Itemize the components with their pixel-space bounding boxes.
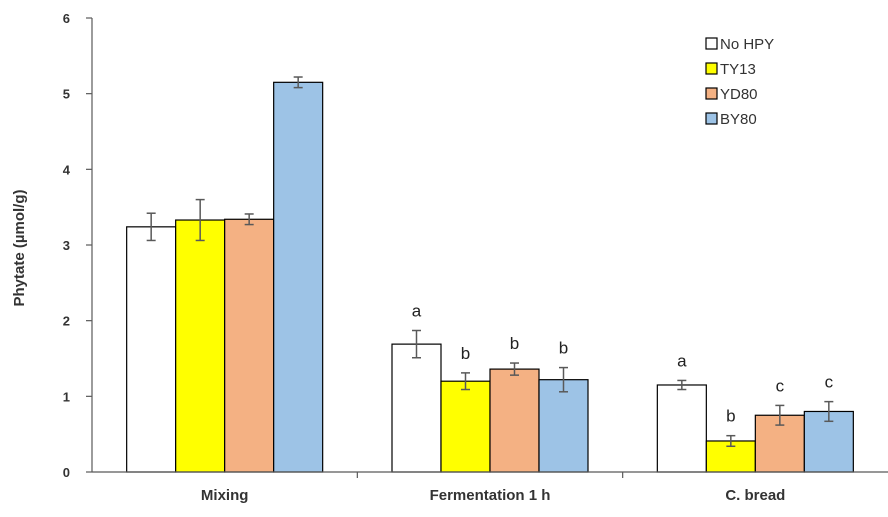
bar-no-hpy-3 [657, 385, 706, 472]
legend-swatch-yd80 [706, 88, 717, 99]
significance-label: b [461, 344, 470, 363]
significance-label: b [559, 339, 568, 358]
significance-label: b [510, 334, 519, 353]
bar-no-hpy-1 [127, 227, 176, 472]
significance-label: c [825, 373, 834, 392]
significance-label: a [677, 351, 687, 370]
y-tick-label: 3 [63, 238, 70, 253]
bar-ty13-1 [176, 220, 225, 472]
y-tick-label: 5 [63, 87, 70, 102]
y-tick-label: 4 [63, 162, 71, 177]
y-tick-label: 1 [63, 389, 70, 404]
y-tick-label: 0 [63, 465, 70, 480]
legend: No HPY TY13 YD80 BY80 [706, 36, 774, 128]
significance-label: a [412, 302, 422, 321]
bar-by80-1 [274, 82, 323, 472]
y-tick-label: 6 [63, 11, 70, 26]
significance-label: c [776, 376, 785, 395]
significance-label: b [726, 407, 735, 426]
x-tick-label: Fermentation 1 h [430, 487, 551, 504]
legend-swatch-ty13 [706, 63, 717, 74]
bar-by80-2 [539, 380, 588, 472]
legend-swatch-no-hpy [706, 38, 717, 49]
y-axis-title: Phytate (µmol/g) [11, 190, 28, 307]
bar-ty13-2 [441, 381, 490, 472]
legend-label: TY13 [720, 61, 756, 78]
x-tick-label: C. bread [725, 487, 785, 504]
legend-label: No HPY [720, 36, 774, 53]
bars-layer: a b b b a b c c [127, 77, 854, 472]
legend-label: BY80 [720, 111, 757, 128]
legend-swatch-by80 [706, 113, 717, 124]
x-tick-label: Mixing [201, 487, 249, 504]
legend-label: YD80 [720, 86, 758, 103]
bar-yd80-2 [490, 369, 539, 472]
bar-yd80-1 [225, 219, 274, 472]
y-tick-label: 2 [63, 314, 70, 329]
bar-no-hpy-2 [392, 344, 441, 472]
